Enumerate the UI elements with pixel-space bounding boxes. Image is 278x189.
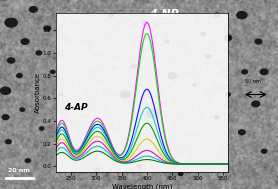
Ellipse shape <box>214 13 220 17</box>
Ellipse shape <box>261 149 267 153</box>
Ellipse shape <box>215 116 219 119</box>
Ellipse shape <box>206 55 211 58</box>
Ellipse shape <box>21 39 29 44</box>
Ellipse shape <box>178 172 183 175</box>
Ellipse shape <box>201 33 205 36</box>
Ellipse shape <box>137 165 141 168</box>
Ellipse shape <box>131 64 136 68</box>
Ellipse shape <box>59 93 63 96</box>
Text: 50 nm: 50 nm <box>245 79 260 84</box>
Ellipse shape <box>252 101 260 107</box>
Ellipse shape <box>36 51 42 55</box>
Ellipse shape <box>8 58 15 63</box>
Ellipse shape <box>39 127 44 130</box>
Ellipse shape <box>29 7 37 12</box>
Ellipse shape <box>260 69 268 75</box>
Ellipse shape <box>1 87 11 94</box>
Ellipse shape <box>242 70 247 74</box>
Ellipse shape <box>142 21 147 24</box>
Ellipse shape <box>237 12 247 19</box>
Ellipse shape <box>168 73 177 79</box>
Ellipse shape <box>147 109 159 118</box>
Ellipse shape <box>226 93 230 96</box>
Text: 20 nm: 20 nm <box>8 168 30 173</box>
Ellipse shape <box>51 70 55 73</box>
Ellipse shape <box>2 115 9 120</box>
Ellipse shape <box>20 108 24 111</box>
Ellipse shape <box>5 18 17 27</box>
Ellipse shape <box>95 169 100 172</box>
Ellipse shape <box>120 91 130 98</box>
Ellipse shape <box>165 40 169 43</box>
Ellipse shape <box>224 35 232 40</box>
Ellipse shape <box>109 14 113 17</box>
Ellipse shape <box>44 26 51 31</box>
Ellipse shape <box>6 140 11 144</box>
Ellipse shape <box>25 159 30 162</box>
Ellipse shape <box>68 150 71 153</box>
X-axis label: Wavelength (nm): Wavelength (nm) <box>111 183 172 189</box>
Ellipse shape <box>193 84 197 86</box>
Y-axis label: Absorbance: Absorbance <box>34 72 41 113</box>
Ellipse shape <box>255 39 262 44</box>
Text: 4-NP: 4-NP <box>149 9 179 19</box>
Ellipse shape <box>239 130 245 135</box>
Text: 4-AP: 4-AP <box>64 103 88 112</box>
Ellipse shape <box>17 74 22 78</box>
